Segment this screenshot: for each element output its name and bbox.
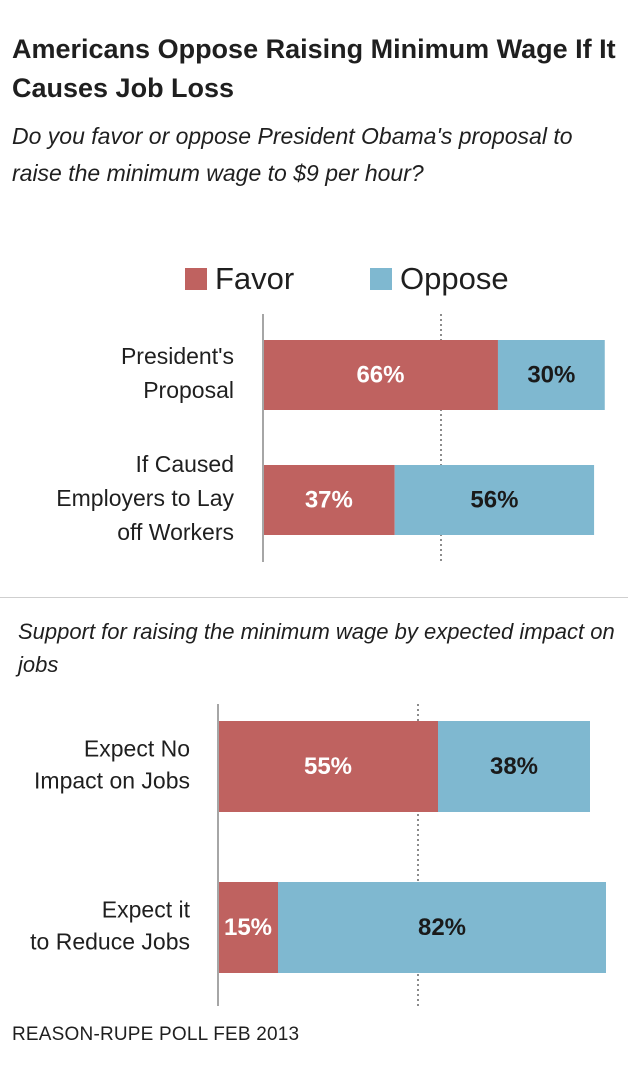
category-label-line: off Workers [117,519,234,545]
bar-oppose-expect-it-to-reduce-jobs [278,882,606,973]
section-subtitle: Support for raising the minimum wage by … [18,619,615,677]
legend-label-oppose: Oppose [400,261,509,296]
section-divider [0,597,628,598]
legend-swatch-favor [185,268,207,290]
bar-oppose-expect-no-impact-on-jobs [438,721,590,812]
category-label-expect-no-impact-on-jobs: Expect No Impact on Jobs [34,736,190,794]
category-label-line: If Caused [136,451,234,477]
bar-favor-if-caused-employers-to-lay-off-workers [263,465,395,535]
chart-by-impact: Expect No Impact on Jobs 55% 38% Expect it to… [30,704,606,1006]
category-label-line: President's [121,343,234,369]
category-label-line: Employers to Lay [56,485,234,511]
data-label-favor-expect-it-to-reduce-jobs: 15% [224,914,272,941]
category-label-if-caused-employers-to-lay-off-workers: If Caused Employers to Lay off Workers [56,451,234,545]
data-label-favor-expect-no-impact-on-jobs: 55% [304,753,352,780]
data-label-oppose-expect-it-to-reduce-jobs: 82% [418,914,466,941]
chart-title: Americans Oppose Raising Minimum Wage If… [12,34,616,103]
bar-favor-president-s-proposal [263,340,498,410]
category-label-president-s-proposal: President's Proposal [121,343,234,403]
category-label-expect-it-to-reduce-jobs: Expect it to Reduce Jobs [30,897,190,955]
category-label-line: Impact on Jobs [34,768,190,794]
legend-swatch-oppose [370,268,392,290]
data-label-oppose-expect-no-impact-on-jobs: 38% [490,753,538,780]
question-text: Do you favor or oppose President Obama's… [12,123,573,186]
data-label-oppose-president-s-proposal: 30% [527,361,575,388]
data-label-oppose-if-caused-employers-to-lay-off-workers: 56% [470,486,518,513]
bar-oppose-president-s-proposal [497,340,605,410]
bar-oppose-if-caused-employers-to-lay-off-workers [394,465,595,535]
chart-overall: President's Proposal 66% 30% If Caused Employ… [56,314,605,562]
source-note: REASON-RUPE POLL FEB 2013 [12,1024,300,1045]
category-label-line: Expect No [84,736,190,762]
category-label-line: to Reduce Jobs [30,929,190,955]
category-label-line: Expect it [102,897,191,923]
bar-favor-expect-it-to-reduce-jobs [218,882,278,973]
bar-favor-expect-no-impact-on-jobs [218,721,438,812]
category-label-line: Proposal [143,377,234,403]
data-label-favor-if-caused-employers-to-lay-off-workers: 37% [305,486,353,513]
legend-label-favor: Favor [215,261,295,296]
data-label-favor-president-s-proposal: 66% [356,361,404,388]
